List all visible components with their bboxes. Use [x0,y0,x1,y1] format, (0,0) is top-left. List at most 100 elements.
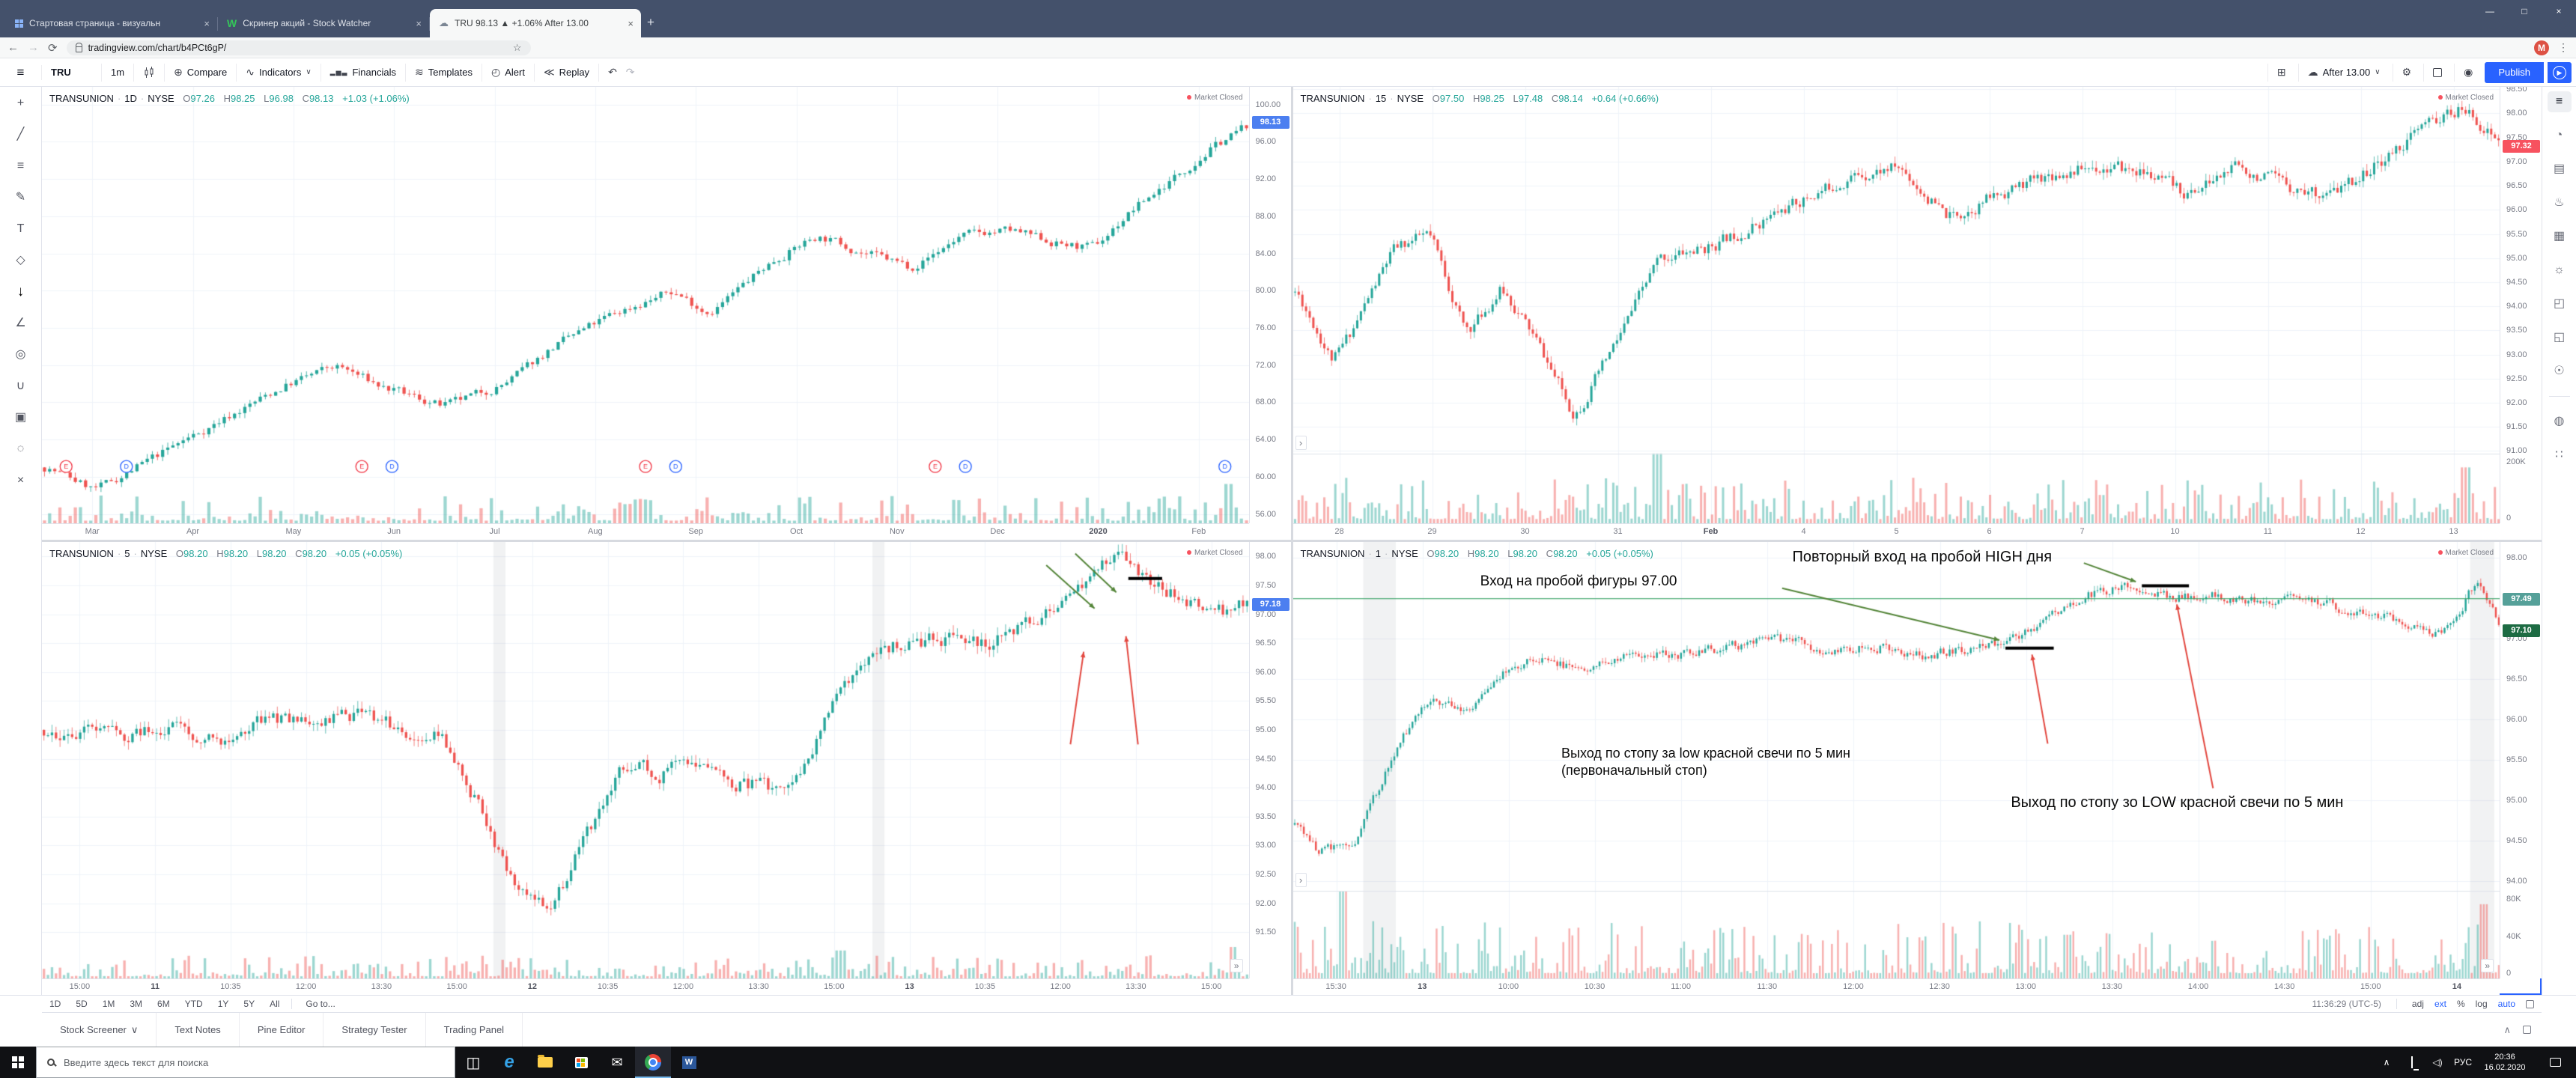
chrome-button[interactable] [635,1047,671,1078]
maximize-button[interactable]: □ [2521,6,2527,16]
toggle-auto[interactable]: auto [2497,999,2515,1009]
start-button[interactable] [0,1047,36,1078]
redo-button[interactable]: ↷ [626,64,644,82]
hamburger-menu-icon[interactable]: ≡ [0,64,42,80]
close-button[interactable]: × [2556,6,2562,16]
indicators-button[interactable]: ∿ Indicators ∨ [237,63,321,82]
brush-tool[interactable]: ✎ [15,191,26,204]
store-button[interactable] [563,1047,599,1078]
layout-select-button[interactable]: ⊞ [2267,63,2295,82]
range-5y[interactable]: 5Y [243,999,255,1009]
toggle-ext[interactable]: ext [2434,999,2446,1009]
time-axis[interactable]: 15:30 13 10:00 10:30 11:00 11:30 12:00 12:30 13:… [1292,978,2500,995]
address-bar[interactable]: tradingview.com/chart/b4PCt6gP/ ☆ [66,40,531,55]
word-button[interactable]: W [671,1047,707,1078]
profile-avatar[interactable]: M [2534,40,2549,55]
templates-button[interactable]: ≋ Templates [406,63,482,82]
range-ytd[interactable]: YTD [184,999,203,1009]
notifications-panel[interactable]: ◍ [2554,415,2565,427]
tab-close-icon[interactable]: × [628,17,634,29]
speaker-icon[interactable]: ◁) [2432,1057,2443,1068]
goto-realtime-button[interactable]: » [1230,959,1243,972]
toggle-adj[interactable]: adj [2411,999,2424,1009]
edge-button[interactable]: e [491,1047,527,1078]
price-axis[interactable]: 98.0097.5097.0096.5096.0095.5095.0094.50… [2500,542,2542,978]
language-indicator[interactable]: РУС [2453,1057,2473,1068]
alerts-panel[interactable]: ◔ [2555,129,2563,141]
compare-button[interactable]: ⊕ Compare [165,63,237,82]
range-1y[interactable]: 1Y [217,999,229,1009]
panel-tab-stock-screener[interactable]: Stock Screener ∨ [42,1013,157,1047]
watchlist-panel[interactable]: ≡ [2547,91,2572,112]
chart-legend[interactable]: TRANSUNION · 15 · NYSE O97.50 H98.25 L97.48 … [1301,93,1659,104]
chart-canvas-5min[interactable] [42,542,1249,978]
remove-drawings-tool[interactable]: × [16,474,25,487]
hotlists-panel[interactable]: ♨ [2554,196,2565,209]
url-text[interactable]: tradingview.com/chart/b4PCt6gP/ [88,42,227,53]
browser-tab-1[interactable]: W Скринер акций - Stock Watcher × [218,9,429,37]
snapshot-button[interactable]: ◉ [2454,63,2482,82]
streams-panel[interactable]: ☉ [2554,365,2565,377]
forward-icon[interactable]: → [28,41,39,54]
browser-tab-2[interactable]: ☁ TRU 98.13 ▲ +1.06% After 13.00 × [430,9,641,37]
chart-settings-button[interactable]: ⚙ [2392,63,2421,82]
annotation-stop-initial[interactable]: Выход по стопу за low красной свечи по 5… [1561,746,1850,778]
range-1m[interactable]: 1M [102,999,115,1009]
mail-button[interactable]: ✉ [599,1047,635,1078]
trendline-tool[interactable]: ╱ [16,128,25,141]
panel-tab-pine-editor[interactable]: Pine Editor [240,1013,324,1047]
taskbar-search[interactable]: Введите здесь текст для поиска [36,1047,455,1078]
new-tab-button[interactable]: + [647,15,654,29]
lock-tool[interactable]: ▣ [14,411,27,424]
tab-close-icon[interactable]: × [416,17,422,29]
symbol-search-button[interactable]: TRU [42,63,102,82]
arrow-marker-tool[interactable]: ↓ [16,284,25,299]
chart-pane-15min[interactable]: TRANSUNION · 15 · NYSE O97.50 H98.25 L97.48 … [1292,87,2542,540]
fullscreen-button[interactable] [2423,63,2451,82]
maximize-chart-icon[interactable] [2526,999,2534,1008]
goto-button[interactable]: Go to... [306,999,335,1009]
price-axis[interactable]: 100.00 96.00 92.00 88.00 84.00 80.00 76.00 72.0… [1248,87,1291,523]
pattern-tool[interactable]: ◇ [16,254,25,267]
publish-button[interactable]: Publish [2485,61,2544,83]
chart-canvas-1min[interactable] [1292,542,2500,978]
collapse-panel-icon[interactable]: ∧ [2503,1023,2511,1035]
reload-icon[interactable]: ⟳ [48,41,58,55]
maximize-panel-icon[interactable] [2523,1026,2531,1034]
action-center-button[interactable] [2534,1058,2576,1067]
annotation-reentry-high[interactable]: Повторный вход на пробой HIGH дня [1792,548,2053,565]
range-5d[interactable]: 5D [76,999,88,1009]
chart-legend[interactable]: TRANSUNION · 5 · NYSE O98.20 H98.20 L98.20 C… [49,548,402,559]
zoom-tool[interactable]: ◎ [15,348,26,361]
hide-drawings-tool[interactable]: ◌ [16,442,25,455]
tab-close-icon[interactable]: × [204,17,210,29]
panel-tab-text-notes[interactable]: Text Notes [157,1013,240,1047]
back-icon[interactable]: ← [7,41,19,54]
object-tree-panel[interactable]: ∷ [2555,448,2563,461]
price-axis[interactable]: 98.50 98.00 97.50 97.00 96.50 96.00 95.50 95.00… [2500,87,2542,523]
tray-chevron-icon[interactable]: ∧ [2383,1057,2390,1068]
public-chats-panel[interactable]: ◰ [2553,297,2566,310]
alert-button[interactable]: ◴ Alert [482,63,535,82]
panel-tab-trading-panel[interactable]: Trading Panel [426,1013,523,1047]
magnet-tool[interactable]: ∪ [16,380,25,392]
crosshair-tool[interactable]: + [16,97,25,109]
annotation-entry-breakout[interactable]: Вход на пробой фигуры 97.00 [1480,573,1677,590]
chart-pane-daily[interactable]: TRANSUNION · 1D · NYSE O97.26 H98.25 L96.98 … [42,87,1291,540]
data-window-panel[interactable]: ▤ [2553,162,2566,175]
pane-collapse-chevron[interactable]: › [1295,435,1307,450]
bookmark-star-icon[interactable]: ☆ [512,41,522,53]
chart-pane-1min[interactable]: TRANSUNION · 1 · NYSE O98.20 H98.20 L98.20 C… [1292,542,2542,995]
chart-legend[interactable]: TRANSUNION · 1 · NYSE O98.20 H98.20 L98.20 C… [1301,548,1653,559]
panel-tab-strategy-tester[interactable]: Strategy Tester [323,1013,426,1047]
range-3m[interactable]: 3M [130,999,143,1009]
time-axis[interactable]: 15:00 11 10:35 12:00 13:30 15:00 12 10:35 12:00 1… [42,978,1249,995]
browser-tab-0[interactable]: Стартовая страница - визуальн × [6,9,217,37]
range-all[interactable]: All [270,999,280,1009]
text-tool[interactable]: T [16,222,25,235]
undo-button[interactable]: ↶ [599,64,626,82]
taskbar-clock[interactable]: 20:36 16.02.2020 [2484,1052,2526,1072]
pane-collapse-chevron[interactable]: › [1295,873,1307,888]
measure-tool[interactable]: ∠ [15,317,26,329]
